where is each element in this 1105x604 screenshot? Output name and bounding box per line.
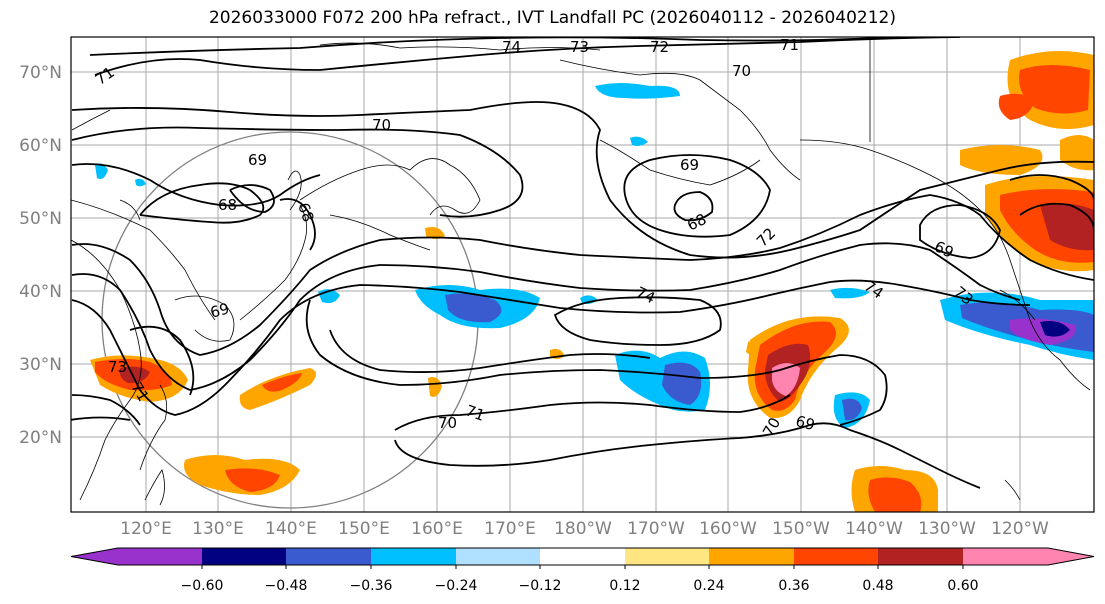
latitude-labels: 70°N 60°N 50°N 40°N 30°N 20°N (19, 63, 62, 448)
colorbar-tick: 0.12 (609, 578, 640, 594)
contour-label: 68 (294, 200, 317, 224)
colorbar-tick: −0.12 (519, 578, 562, 594)
contour-label: 73 (570, 38, 589, 56)
contour-label: 73 (108, 358, 127, 376)
colorbar-extend-right (1048, 548, 1094, 565)
lat-label-30n: 30°N (19, 355, 62, 375)
colorbar-segment (794, 548, 878, 565)
colorbar-tick: −0.24 (435, 578, 478, 594)
lat-label-20n: 20°N (19, 428, 62, 448)
lat-label-40n: 40°N (19, 282, 62, 302)
lon-label: 130°W (918, 519, 976, 539)
lon-label: 140°E (265, 519, 317, 539)
colorbar-tick: 0.60 (947, 578, 978, 594)
lon-label: 160°W (699, 519, 757, 539)
colorbar-tick: 0.36 (778, 578, 809, 594)
colorbar (70, 547, 1095, 569)
contour-label: 71 (780, 36, 799, 54)
colorbar-segment (963, 548, 1048, 565)
lat-label-60n: 60°N (19, 136, 62, 156)
colorbar-segment (371, 548, 456, 565)
contour-label: 70 (438, 414, 457, 432)
lat-label-70n: 70°N (19, 63, 62, 83)
map-frame (70, 36, 1095, 513)
colorbar-segment (878, 548, 963, 565)
lon-label: 130°E (192, 519, 244, 539)
colorbar-tick: −0.36 (350, 578, 393, 594)
contour-label: 74 (502, 38, 521, 56)
colorbar-segment (540, 548, 625, 565)
colorbar-tick: 0.24 (693, 578, 724, 594)
colorbar-ticks: −0.60 −0.48 −0.36 −0.24 −0.12 0.12 0.24 … (181, 578, 979, 594)
lat-label-50n: 50°N (19, 209, 62, 229)
colorbar-segment (709, 548, 794, 565)
colorbar-tick: 0.48 (862, 578, 893, 594)
lon-label: 140°W (845, 519, 903, 539)
longitude-labels: 120°E 130°E 140°E 150°E 160°E 170°E 180°… (120, 519, 1049, 539)
lon-label: 120°E (120, 519, 172, 539)
lon-label: 170°E (484, 519, 536, 539)
contour-label: 71 (463, 401, 487, 424)
contour-label: 68 (218, 196, 237, 214)
lon-label: 180°W (554, 519, 612, 539)
lon-label: 160°E (411, 519, 463, 539)
lon-label: 120°W (991, 519, 1049, 539)
map-title: 2026033000 F072 200 hPa refract., IVT La… (208, 8, 896, 28)
contour-label: 70 (372, 116, 391, 134)
colorbar-outline (70, 547, 1095, 566)
contour-label: 69 (208, 299, 231, 321)
contour-label: 69 (680, 156, 699, 174)
colorbar-extend-left (71, 548, 118, 565)
ivt-shading (90, 51, 1094, 512)
colorbar-segment (286, 548, 371, 565)
colorbar-segment (625, 548, 709, 565)
refractivity-contours (71, 37, 1094, 489)
colorbar-tick: −0.60 (181, 578, 224, 594)
contour-label: 69 (248, 151, 267, 169)
coastlines (71, 37, 1091, 506)
colorbar-segment (456, 548, 540, 565)
contour-label: 70 (732, 62, 751, 80)
contour-label: 72 (650, 38, 669, 56)
lon-label: 170°W (627, 519, 685, 539)
colorbar-segment (118, 548, 202, 565)
colorbar-segment (202, 548, 286, 565)
contour-label: 69 (794, 412, 817, 434)
lon-label: 150°E (338, 519, 390, 539)
colorbar-tick: −0.48 (265, 578, 308, 594)
lon-label: 150°W (772, 519, 830, 539)
